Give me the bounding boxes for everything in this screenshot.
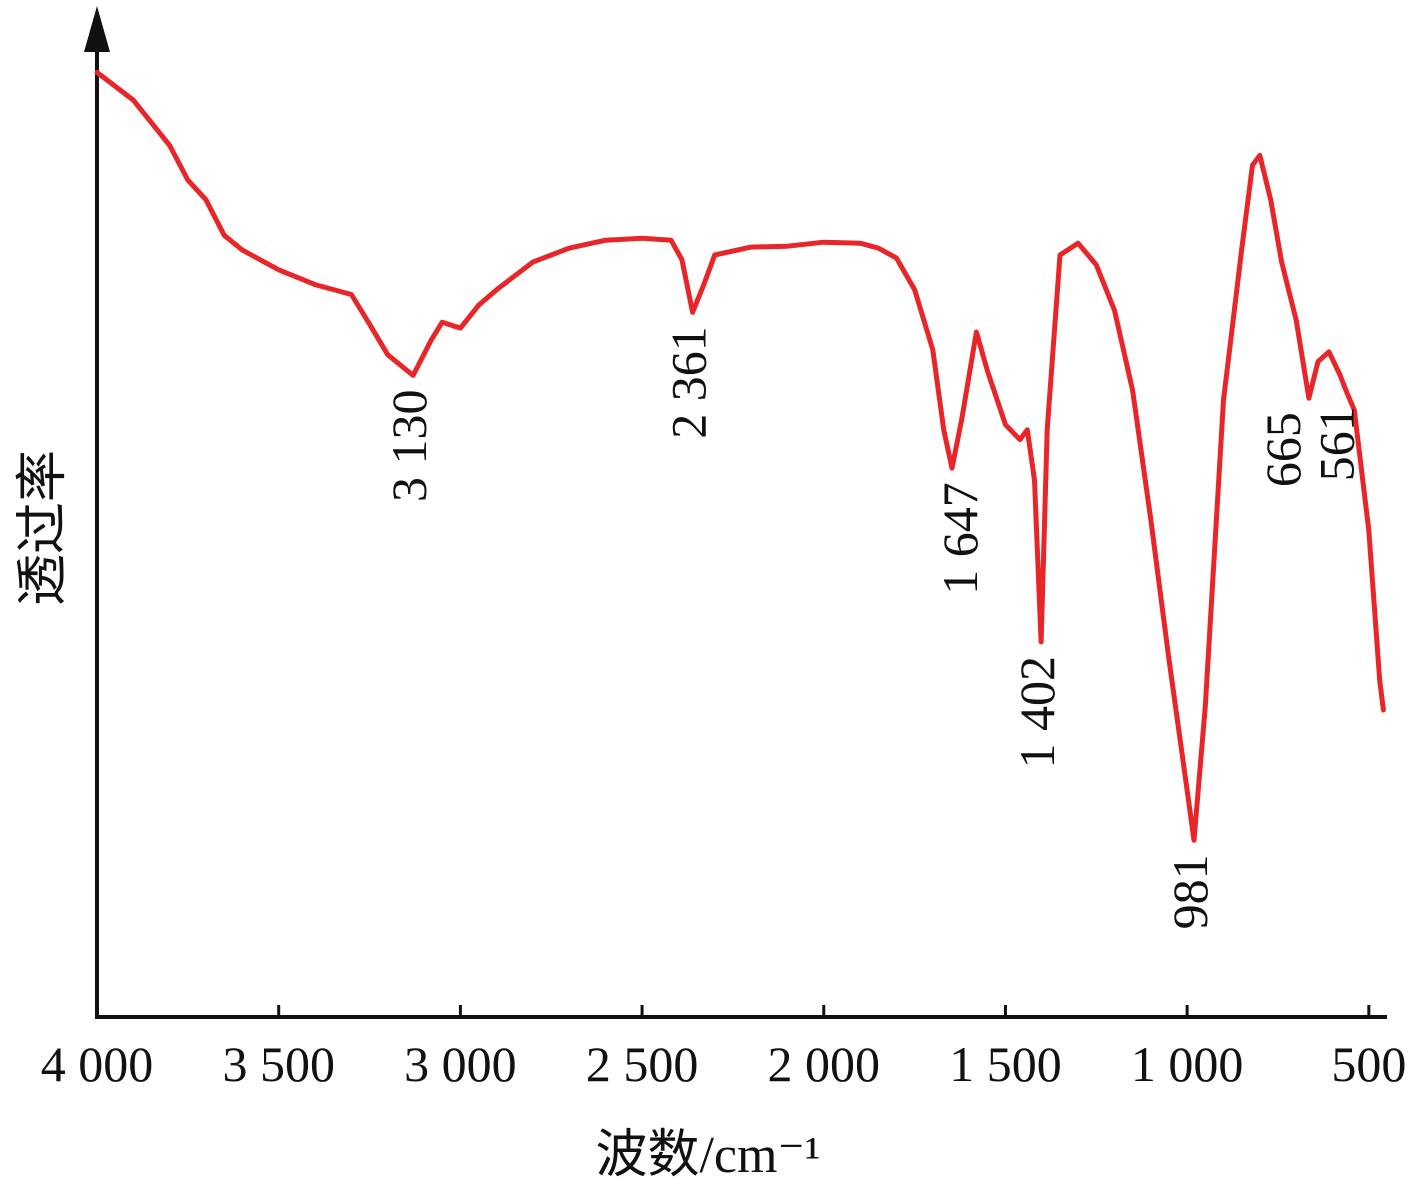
- peak-label: 2 361: [661, 326, 717, 439]
- y-axis-arrow: [84, 6, 110, 52]
- x-tick-label: 3 500: [222, 1036, 335, 1092]
- peak-label: 1 647: [932, 482, 988, 595]
- x-tick-label: 2 500: [586, 1036, 699, 1092]
- x-tick-label: 500: [1331, 1036, 1406, 1092]
- peak-label: 1 402: [1009, 656, 1065, 769]
- peak-label: 561: [1309, 406, 1365, 481]
- peak-label: 665: [1255, 412, 1311, 487]
- x-tick-label: 2 000: [768, 1036, 881, 1092]
- spectrum-line: [94, 69, 1386, 843]
- x-tick-label: 3 000: [404, 1036, 517, 1092]
- x-tick-label: 1 500: [949, 1036, 1062, 1092]
- peak-label: 981: [1162, 854, 1218, 929]
- peak-label: 3 130: [381, 389, 437, 502]
- x-tick-label: 1 000: [1131, 1036, 1244, 1092]
- x-axis-title: 波数/cm⁻¹: [595, 1127, 820, 1181]
- x-tick-label: 4 000: [41, 1036, 154, 1092]
- y-axis-title: 透过率: [15, 450, 72, 606]
